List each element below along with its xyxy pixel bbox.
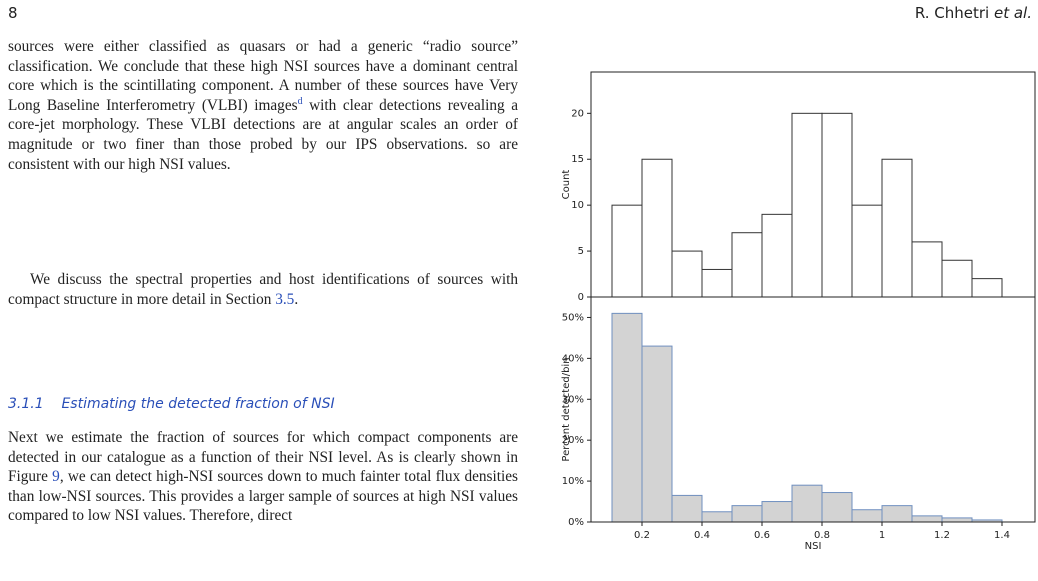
x-tick-label: 0.4 (694, 530, 710, 541)
text: with clear detections revealing a core-j… (8, 96, 518, 173)
x-tick-label: 0.8 (814, 530, 830, 541)
bar (671, 250, 703, 298)
y-tick-label: 10 (571, 200, 584, 211)
bar (641, 345, 673, 523)
x-tick-label: 1.2 (934, 530, 950, 541)
bar (911, 241, 943, 298)
bar (701, 511, 733, 523)
bar (641, 158, 673, 298)
text: We discuss the spectral properties and h… (8, 271, 518, 308)
bar (791, 112, 823, 298)
bar (761, 501, 793, 523)
section-number: 3.1.1 (8, 396, 44, 412)
y-axis-label: Percent detected/bin (561, 357, 572, 461)
y-tick-label: 15 (571, 154, 584, 165)
bar (881, 158, 913, 298)
y-tick-label: 0% (568, 517, 584, 528)
bar (611, 204, 643, 298)
figure-link[interactable]: 9 (52, 468, 60, 486)
footnote-ref[interactable]: d (297, 95, 303, 107)
paragraph: sources were either classified as quasar… (8, 37, 518, 174)
bar (941, 259, 973, 298)
bar (821, 492, 853, 523)
bar (791, 484, 823, 523)
y-tick-label: 20% (562, 435, 584, 446)
bar (821, 112, 853, 298)
text: sources were either classified as quasar… (8, 38, 518, 114)
y-tick-label: 30% (562, 394, 584, 405)
text: . (294, 290, 299, 308)
bar (851, 204, 883, 298)
running-head: R. Chhetri et al. (915, 4, 1032, 22)
section-title: Estimating the detected fraction of NSI (61, 396, 335, 412)
bar (761, 213, 793, 298)
page-number: 8 (8, 4, 18, 22)
plot-frame (590, 296, 1036, 523)
bar (671, 494, 703, 523)
bar (701, 268, 733, 298)
section-link[interactable]: 3.5 (275, 290, 295, 308)
bar (611, 312, 643, 523)
bar (911, 515, 943, 523)
bar (851, 509, 883, 523)
authors-italic: et al. (993, 4, 1032, 22)
y-tick-label: 50% (562, 312, 584, 323)
paragraph: We discuss the spectral properties and h… (8, 270, 518, 309)
bar (971, 278, 1003, 298)
x-tick-label: 0.2 (634, 530, 650, 541)
bar (731, 232, 763, 298)
y-tick-label: 20 (571, 108, 584, 119)
y-axis-label: Count (561, 170, 572, 200)
bar (941, 517, 973, 523)
x-tick-label: 1.4 (994, 530, 1010, 541)
y-tick-label: 40% (562, 353, 584, 364)
text: , we can detect high-NSI sources down to… (8, 468, 518, 525)
bar (881, 505, 913, 523)
x-axis-label: NSI (805, 541, 822, 552)
authors: R. Chhetri (914, 4, 990, 22)
x-tick-label: 1 (879, 530, 885, 541)
text: Next we estimate the fraction of sources… (8, 429, 518, 486)
y-tick-label: 0 (578, 292, 584, 303)
y-tick-label: 10% (562, 476, 584, 487)
section-heading: 3.1.1 Estimating the detected fraction o… (8, 396, 335, 412)
y-tick-label: 5 (578, 246, 584, 257)
x-tick-label: 0.6 (754, 530, 770, 541)
bar (731, 505, 763, 523)
paragraph: Next we estimate the fraction of sources… (8, 428, 518, 526)
